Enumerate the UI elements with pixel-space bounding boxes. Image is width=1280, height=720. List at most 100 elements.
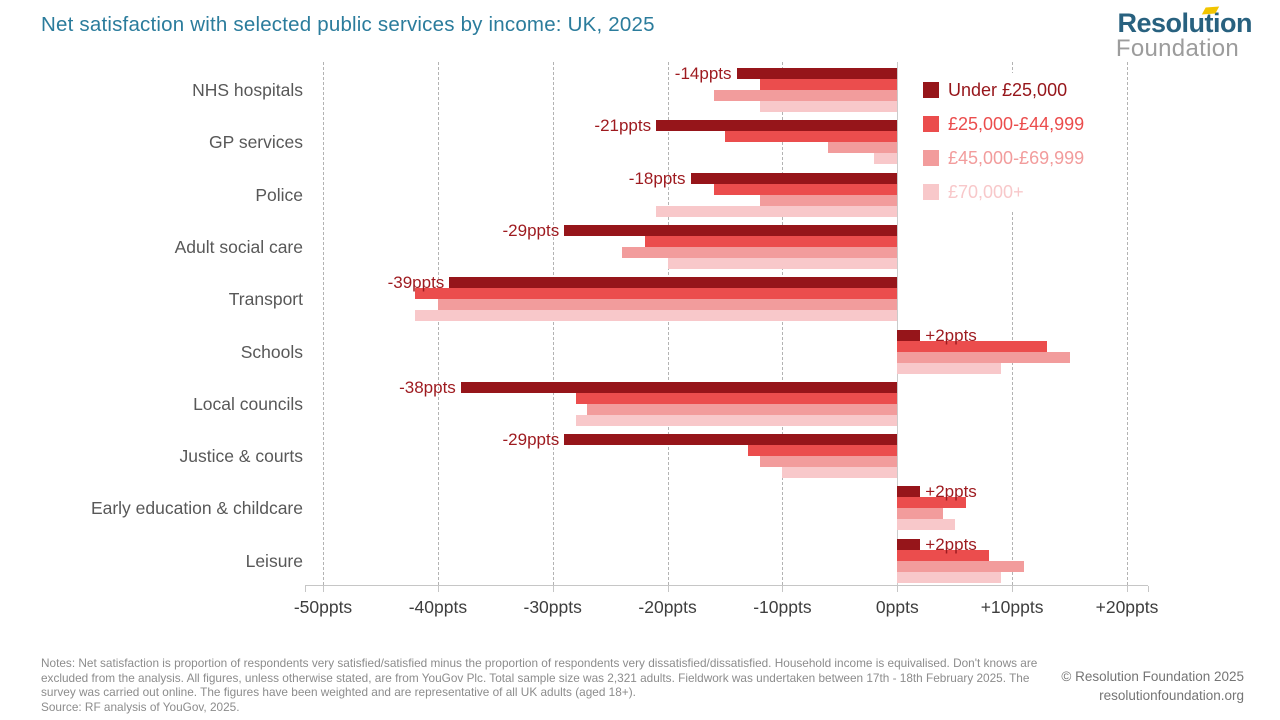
bar-value-label-local-councils: -38ppts — [399, 377, 456, 397]
bar-gp-services-under-25-000 — [656, 120, 898, 132]
x-axis-label-30ppts: -30ppts — [523, 597, 582, 617]
bar-schools-45-000-69-999 — [897, 351, 1070, 363]
gridline-0ppts — [897, 62, 899, 585]
bar-local-councils-under-25-000 — [460, 381, 898, 393]
bar-value-label-early-education-childcare: +2ppts — [925, 482, 977, 502]
bar-nhs-hospitals-under-25-000 — [736, 68, 898, 79]
category-label-local-councils: Local councils — [193, 393, 303, 414]
bar-police-25-000-44-999 — [713, 183, 898, 195]
x-axis-tick-30ppts — [552, 586, 554, 592]
category-label-police: Police — [255, 184, 303, 205]
bar-adult-social-care-25-000-44-999 — [644, 235, 898, 247]
category-label-adult-social-care: Adult social care — [174, 236, 303, 257]
gridline--30ppts — [552, 62, 554, 585]
plot-area: -14ppts -21ppts -18ppts -29ppts -39ppts +2ppt… — [323, 62, 1128, 585]
category-axis-labels: NHS hospitals GP services Police Adult soci… — [0, 62, 303, 585]
bar-value-label-police: -18ppts — [628, 168, 686, 188]
gridline--10ppts — [782, 62, 784, 585]
gridline--40ppts — [437, 62, 439, 585]
x-axis-tick-10ppts — [782, 586, 784, 592]
chart-title: Net satisfaction with selected public se… — [41, 13, 655, 36]
bar-adult-social-care-under-25-000 — [564, 224, 898, 236]
gridline--50ppts — [323, 62, 324, 585]
bar-local-councils-25-000-44-999 — [575, 392, 898, 404]
bar-police-under-25-000 — [690, 172, 898, 184]
category-label-transport: Transport — [228, 289, 303, 310]
bar-leisure-70-000+ — [897, 571, 1001, 583]
x-axis-end-tick-0 — [305, 586, 306, 592]
copyright-line: © Resolution Foundation 2025 — [1061, 669, 1244, 684]
x-axis-label-+10ppts: +10ppts — [980, 597, 1044, 617]
bar-leisure-45-000-69-999 — [897, 560, 1024, 572]
source-text: Source: RF analysis of YouGov, 2025. — [41, 699, 240, 714]
bar-transport-25-000-44-999 — [414, 288, 898, 300]
bar-adult-social-care-70-000+ — [667, 257, 898, 269]
bar-early-education-childcare-25-000-44-999 — [897, 497, 967, 509]
bar-local-councils-45-000-69-999 — [587, 403, 898, 415]
copyright-block: © Resolution Foundation 2025 resolutionf… — [1061, 667, 1244, 705]
bar-justice-courts-under-25-000 — [564, 434, 898, 446]
bar-value-label-leisure: +2ppts — [925, 534, 977, 554]
bar-gp-services-45-000-69-999 — [828, 142, 898, 154]
bar-gp-services-70-000+ — [874, 153, 898, 165]
bar-justice-courts-70-000+ — [782, 467, 898, 479]
bar-value-label-schools: +2ppts — [925, 325, 977, 345]
legend-label-45-000-69-999: £45,000-£69,999 — [948, 147, 1085, 168]
gridline-10ppts — [1012, 62, 1014, 585]
x-axis-label-0ppts: 0ppts — [875, 597, 919, 617]
bar-justice-courts-45-000-69-999 — [759, 456, 898, 468]
x-axis-label-40ppts: -40ppts — [408, 597, 468, 617]
bar-police-45-000-69-999 — [759, 194, 898, 206]
bar-schools-25-000-44-999 — [897, 340, 1047, 352]
category-label-schools: Schools — [240, 341, 303, 362]
legend-label-25-000-44-999: £25,000-£44,999 — [948, 113, 1085, 134]
bar-schools-under-25-000 — [897, 329, 921, 341]
logo-foundation-text: Foundation — [1115, 35, 1239, 62]
category-label-justice-courts: Justice & courts — [179, 446, 303, 467]
gridline-20ppts — [1127, 62, 1128, 585]
legend-item-45-000-69-999: £45,000-£69,999 — [923, 141, 1084, 175]
legend-item-25-000-44-999: £25,000-£44,999 — [923, 107, 1084, 141]
x-axis-label-20ppts: -20ppts — [638, 597, 697, 617]
gridline--20ppts — [667, 62, 669, 585]
bar-transport-under-25-000 — [449, 277, 898, 289]
x-axis-tick-+10ppts — [1012, 586, 1014, 592]
bar-value-label-justice-courts: -29ppts — [502, 430, 560, 450]
bar-early-education-childcare-70-000+ — [897, 519, 955, 531]
legend-label-70-000+: £70,000+ — [948, 181, 1024, 202]
bar-nhs-hospitals-25-000-44-999 — [759, 79, 898, 90]
legend-swatch-45-000-69-999 — [923, 150, 939, 166]
x-axis-tick-0ppts — [897, 586, 899, 592]
bar-transport-45-000-69-999 — [437, 299, 898, 311]
bar-nhs-hospitals-70-000+ — [759, 101, 898, 112]
category-label-leisure: Leisure — [245, 550, 303, 571]
website-line: resolutionfoundation.org — [1099, 688, 1244, 703]
category-label-nhs-hospitals: NHS hospitals — [192, 80, 303, 100]
bar-nhs-hospitals-45-000-69-999 — [713, 90, 898, 101]
bar-value-label-nhs-hospitals: -14ppts — [674, 64, 732, 83]
bar-early-education-childcare-under-25-000 — [897, 486, 921, 498]
bar-value-label-transport: -39ppts — [387, 273, 445, 293]
logo-resolution-word: Resolution — [1117, 8, 1253, 38]
footnotes: Notes: Net satisfaction is proportion of… — [41, 656, 1046, 714]
bar-value-label-gp-services: -21ppts — [594, 116, 652, 136]
x-axis-tick-20ppts — [667, 586, 669, 592]
bar-transport-70-000+ — [414, 310, 898, 322]
x-axis-tick-50ppts — [323, 586, 324, 592]
bar-police-70-000+ — [656, 205, 898, 217]
x-axis-label-50ppts: -50ppts — [293, 597, 353, 617]
legend: Under £25,000 £25,000-£44,999 £45,000-£69,… — [921, 73, 1095, 211]
legend-swatch-25-000-44-999 — [923, 116, 939, 132]
bar-leisure-25-000-44-999 — [897, 549, 990, 561]
bar-early-education-childcare-45-000-69-999 — [897, 508, 944, 520]
category-label-gp-services: GP services — [208, 132, 303, 153]
x-axis-label-+20ppts: +20ppts — [1095, 597, 1159, 617]
resolution-foundation-logo: Resolution Foundation — [1115, 6, 1253, 62]
legend-label-under-25-000: Under £25,000 — [948, 79, 1068, 100]
legend-item-under-25-000: Under £25,000 — [923, 73, 1084, 107]
notes-text: Notes: Net satisfaction is proportion of… — [41, 656, 1038, 700]
legend-swatch-70-000+ — [923, 184, 939, 200]
bar-leisure-under-25-000 — [897, 538, 921, 550]
bar-value-label-adult-social-care: -29ppts — [502, 220, 560, 240]
